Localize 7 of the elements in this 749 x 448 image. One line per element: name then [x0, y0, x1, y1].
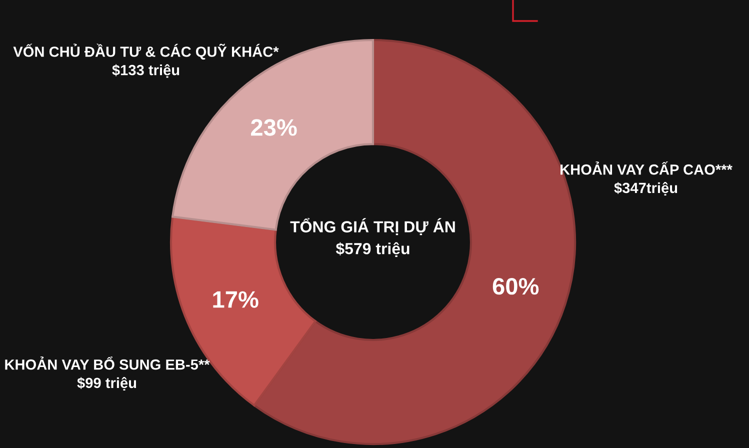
- text: TỔNG GIÁ TRỊ DỰ ÁN $579 triệu: [290, 218, 455, 257]
- slice-label: KHOẢN VAY CẤP CAO*** $347triệu: [560, 162, 732, 196]
- data-label: 23%: [251, 119, 297, 136]
- data-label: 60%: [492, 278, 539, 295]
- slice-label: KHOẢN VAY BỔ SUNG EB-5** $99 triệu: [5, 356, 210, 391]
- data-label: 17%: [213, 291, 258, 308]
- slice-label: VỐN CHỦ ĐẦU TƯ & CÁC QUỸ KHÁC* $133 triệu: [13, 44, 279, 78]
